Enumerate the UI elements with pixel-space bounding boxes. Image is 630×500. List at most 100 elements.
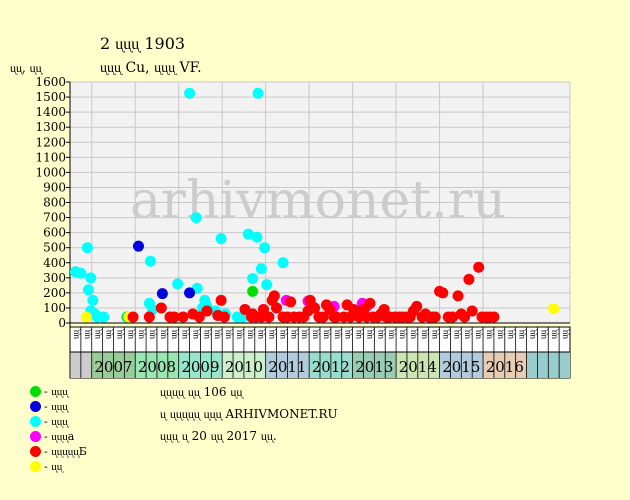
quarter-label: ᶙᶙ <box>365 329 375 340</box>
quarter-label: ᶙᶙ <box>539 329 549 340</box>
quarter-label: ᶙᶙ <box>506 329 516 340</box>
legend-item: - ᶙᶙᶙ <box>30 399 87 414</box>
data-point <box>80 311 92 323</box>
y-tick-label: 1300 <box>35 120 66 134</box>
quarter-label: ᶙᶙ <box>267 329 277 340</box>
quarter-label: ᶙᶙ <box>93 329 103 340</box>
quarter-label: ᶙᶙ <box>148 329 158 340</box>
data-point <box>247 285 259 297</box>
legend-swatch <box>30 386 41 397</box>
watermark: arhivmonet.ru <box>130 171 506 231</box>
data-point <box>255 263 267 275</box>
data-point <box>447 311 459 323</box>
quarter-label: ᶙᶙ <box>343 329 353 340</box>
quarter-label: ᶙᶙ <box>104 329 114 340</box>
quarter-label: ᶙᶙ <box>256 329 266 340</box>
quarter-label: ᶙᶙ <box>191 329 201 340</box>
note-line: ᶙ ᶙᶙᶙᶙᶙ ᶙᶙᶙ ARHIVMONET.RU <box>160 407 338 421</box>
x-axis: 2007 2008 2009 2010 2011 2012 2013 2014 2015 2016… <box>69 326 571 379</box>
quarter-label: ᶙᶙ <box>213 329 223 340</box>
legend-item: - ᶙᶙᶙᶙᶙБ <box>30 444 87 459</box>
quarter-label: ᶙᶙ <box>82 329 92 340</box>
legend-swatch <box>30 446 41 457</box>
quarter-label: ᶙᶙ <box>474 329 484 340</box>
data-point <box>271 302 283 314</box>
legend-item: - ᶙᶙᶙa <box>30 429 87 444</box>
notes: ᶙᶙᶙᶙ ᶙᶙ 106 ᶙᶙ ᶙ ᶙᶙᶙᶙᶙ ᶙᶙᶙ ARHIVMONET.RU… <box>160 384 338 450</box>
quarter-label: ᶙᶙ <box>398 329 408 340</box>
quarter-label: ᶙᶙ <box>419 329 429 340</box>
data-point <box>127 311 139 323</box>
quarter-label: ᶙᶙ <box>224 329 234 340</box>
quarter-label: ᶙᶙ <box>311 329 321 340</box>
data-point <box>75 267 87 279</box>
data-point <box>251 231 263 243</box>
quarter-label: ᶙᶙ <box>71 329 81 340</box>
data-point <box>488 311 500 323</box>
y-tick-label: 1400 <box>35 105 66 119</box>
data-point <box>85 272 97 284</box>
legend-item: - ᶙᶙᶙ <box>30 414 87 429</box>
data-point <box>437 287 449 299</box>
quarter-label: ᶙᶙ <box>430 329 440 340</box>
y-tick-label: 0 <box>58 316 66 330</box>
y-tick-label: 100 <box>43 301 66 315</box>
y-tick-label: 500 <box>43 241 66 255</box>
quarter-label: ᶙᶙ <box>387 329 397 340</box>
legend-label: - ᶙᶙᶙ <box>44 415 68 428</box>
quarter-label: ᶙᶙ <box>452 329 462 340</box>
data-point <box>459 311 471 323</box>
quarter-label: ᶙᶙ <box>376 329 386 340</box>
legend-label: - ᶙᶙᶙ <box>44 385 68 398</box>
data-point <box>215 233 227 245</box>
data-point <box>218 311 230 323</box>
data-point <box>268 290 280 302</box>
y-tick-label: 400 <box>43 256 66 270</box>
data-point <box>452 290 464 302</box>
data-point <box>548 303 560 315</box>
legend-swatch <box>30 401 41 412</box>
y-tick-label: 1500 <box>35 90 66 104</box>
quarter-label: ᶙᶙ <box>202 329 212 340</box>
legend-label: - ᶙᶙᶙᶙᶙБ <box>44 445 87 458</box>
quarter-label: ᶙᶙ <box>158 329 168 340</box>
data-point <box>168 311 180 323</box>
data-point <box>473 261 485 273</box>
quarter-label: ᶙᶙ <box>550 329 560 340</box>
data-point <box>466 305 478 317</box>
quarter-label: ᶙᶙ <box>126 329 136 340</box>
data-point <box>463 273 475 285</box>
legend-label: - ᶙᶙᶙa <box>44 430 75 443</box>
quarter-label: ᶙᶙ <box>289 329 299 340</box>
data-point <box>247 273 259 285</box>
data-point <box>201 305 213 317</box>
y-tick-label: 1200 <box>35 135 66 149</box>
quarter-label: ᶙᶙ <box>137 329 147 340</box>
y-tick-label: 200 <box>43 286 66 300</box>
data-point <box>87 294 99 306</box>
quarter-label: ᶙᶙ <box>300 329 310 340</box>
y-tick-label: 600 <box>43 226 66 240</box>
data-point <box>172 278 184 290</box>
y-tick-label: 700 <box>43 211 66 225</box>
note-line: ᶙᶙᶙᶙ ᶙᶙ 106 ᶙᶙ <box>160 385 243 399</box>
data-point <box>242 228 254 240</box>
legend-label: - ᶙᶙᶙ <box>44 400 68 413</box>
chart-subtitle: ᶙᶙᶙ Cu, ᶙᶙᶙ VF. <box>100 60 202 76</box>
quarter-label: ᶙᶙ <box>561 329 571 340</box>
legend-label: - ᶙᶙ <box>44 460 63 473</box>
quarter-label: ᶙᶙ <box>484 329 494 340</box>
y-tick-label: 1000 <box>35 165 66 179</box>
data-point <box>155 302 167 314</box>
data-point <box>285 296 297 308</box>
data-point <box>177 311 189 323</box>
legend: - ᶙᶙᶙ - ᶙᶙᶙ - ᶙᶙᶙ - ᶙᶙᶙa - ᶙᶙᶙᶙᶙБ - ᶙᶙ <box>30 384 87 474</box>
data-point <box>252 87 264 99</box>
data-point <box>144 255 156 267</box>
data-point <box>259 242 271 254</box>
quarter-label: ᶙᶙ <box>528 329 538 340</box>
quarter-label: ᶙᶙ <box>517 329 527 340</box>
data-point <box>215 294 227 306</box>
